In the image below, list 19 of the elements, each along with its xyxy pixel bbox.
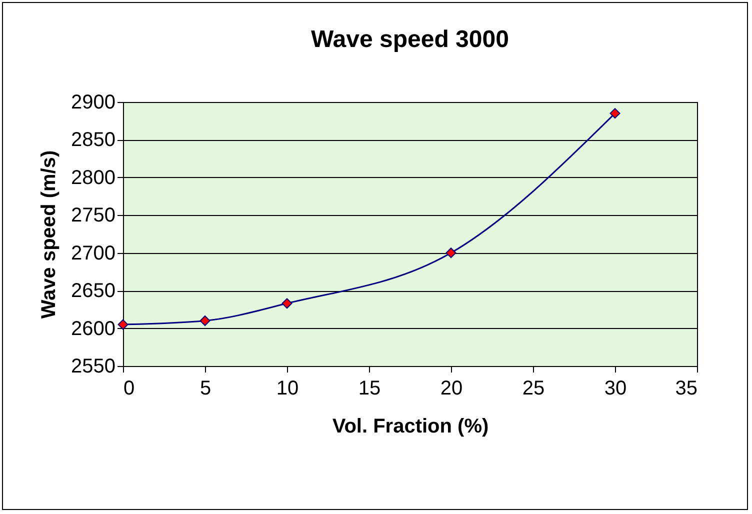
y-tick-label: 2650 (71, 280, 116, 302)
y-tick-label: 2700 (71, 242, 116, 264)
y-tick-label: 2550 (71, 356, 116, 378)
y-tick-label: 2850 (71, 129, 116, 152)
x-axis-title: Vol. Fraction (%) (332, 416, 489, 438)
x-tick-label: 5 (200, 378, 212, 400)
y-tick-label: 2900 (71, 92, 116, 114)
chart-title: Wave speed 3000 (311, 26, 509, 53)
y-tick-label: 2600 (71, 318, 116, 340)
x-tick-label: 20 (440, 378, 463, 400)
x-tick-label: 30 (604, 378, 627, 400)
x-tick-label: 25 (522, 378, 545, 400)
x-tick-label: 35 (675, 378, 698, 400)
y-tick-label: 2750 (71, 204, 116, 227)
x-tick-label: 15 (358, 378, 381, 400)
y-axis-title: Wave speed (m/s) (38, 150, 60, 319)
x-tick-label: 10 (276, 378, 299, 400)
y-tick-label: 2800 (71, 166, 116, 189)
x-tick-label: 0 (124, 378, 135, 400)
